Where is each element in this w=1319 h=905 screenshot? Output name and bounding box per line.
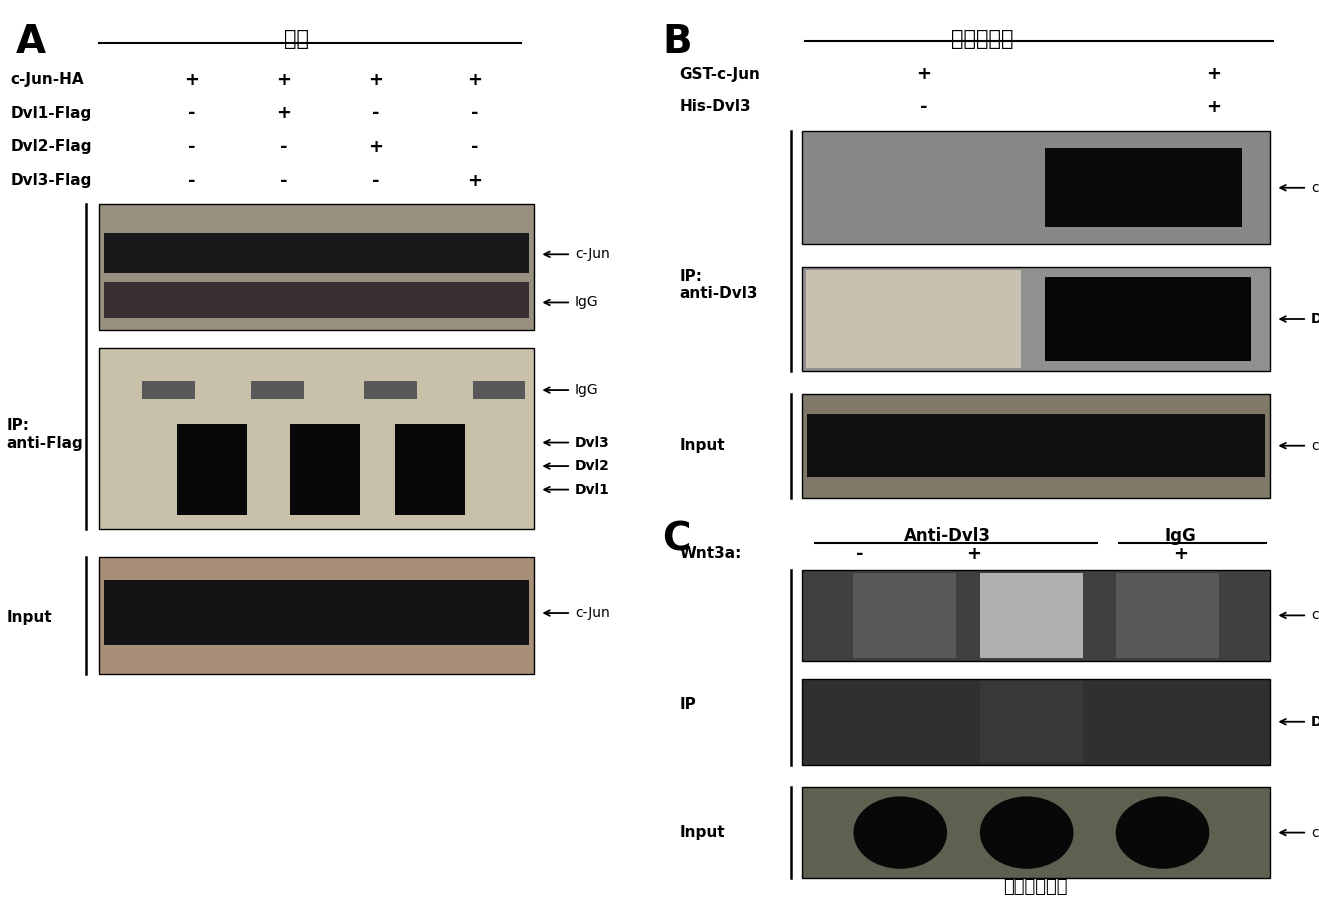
Bar xyxy=(802,394,1270,498)
Bar xyxy=(802,267,1270,371)
Text: 加入的蛋白: 加入的蛋白 xyxy=(951,29,1014,49)
Text: Dvl1-Flag: Dvl1-Flag xyxy=(11,106,92,120)
Bar xyxy=(980,681,1083,762)
Text: Dvl1: Dvl1 xyxy=(575,482,609,497)
Text: c-Jun: c-Jun xyxy=(575,247,609,262)
Text: +: + xyxy=(276,71,291,89)
Bar xyxy=(807,414,1265,477)
Text: 细胞核抽提物: 细胞核抽提物 xyxy=(1004,878,1067,896)
Bar xyxy=(99,557,534,674)
Text: +: + xyxy=(1206,65,1221,83)
Bar xyxy=(99,348,534,529)
Text: 转化: 转化 xyxy=(285,29,309,49)
Text: +: + xyxy=(1206,98,1221,116)
Text: IP:
anti-Dvl3: IP: anti-Dvl3 xyxy=(679,269,758,301)
Text: GST-c-Jun: GST-c-Jun xyxy=(679,67,760,81)
Text: Input: Input xyxy=(7,610,53,624)
Text: IP: IP xyxy=(679,697,696,711)
Text: -: - xyxy=(280,138,288,156)
Text: -: - xyxy=(280,172,288,190)
Bar xyxy=(802,570,1270,661)
Text: +: + xyxy=(276,104,291,122)
Text: Wnt3a:: Wnt3a: xyxy=(679,547,741,561)
Bar xyxy=(142,381,195,399)
Text: Input: Input xyxy=(679,438,725,452)
Text: -: - xyxy=(856,545,864,563)
Text: +: + xyxy=(368,71,384,89)
Text: -: - xyxy=(372,104,380,122)
Text: -: - xyxy=(372,172,380,190)
Text: IgG: IgG xyxy=(575,383,599,397)
Text: c-Jun: c-Jun xyxy=(1311,439,1319,452)
Text: -: - xyxy=(187,138,195,156)
Bar xyxy=(802,131,1270,244)
Text: -: - xyxy=(471,104,479,122)
Text: Anti-Dvl3: Anti-Dvl3 xyxy=(904,527,991,545)
Ellipse shape xyxy=(853,796,947,869)
Text: -: - xyxy=(187,172,195,190)
Text: Input: Input xyxy=(679,825,725,840)
Text: B: B xyxy=(662,23,691,61)
Bar xyxy=(104,282,529,318)
Text: +: + xyxy=(368,138,384,156)
Bar xyxy=(251,381,303,399)
Text: +: + xyxy=(183,71,199,89)
Bar xyxy=(802,679,1270,765)
Bar xyxy=(806,270,1021,368)
Bar xyxy=(364,381,417,399)
Text: Dvl3-Flag: Dvl3-Flag xyxy=(11,174,92,188)
Text: His-Dvl3: His-Dvl3 xyxy=(679,100,751,114)
Text: Dvl3: Dvl3 xyxy=(575,435,609,450)
Text: c-Jun-HA: c-Jun-HA xyxy=(11,72,84,87)
Bar xyxy=(853,573,956,658)
Text: c-Jun: c-Jun xyxy=(1311,181,1319,195)
Text: +: + xyxy=(467,71,483,89)
Bar xyxy=(1116,573,1219,658)
Text: C: C xyxy=(662,520,691,558)
Bar xyxy=(177,424,247,515)
Bar xyxy=(99,204,534,330)
Text: Dvl3: Dvl3 xyxy=(1311,715,1319,729)
Bar xyxy=(104,580,529,644)
Text: c-Jun: c-Jun xyxy=(575,606,609,620)
Bar xyxy=(1046,148,1242,227)
Text: c-Jun: c-Jun xyxy=(1311,608,1319,623)
Text: Dvl2-Flag: Dvl2-Flag xyxy=(11,139,92,154)
Text: Dvl3: Dvl3 xyxy=(1311,312,1319,326)
Bar xyxy=(802,787,1270,878)
Text: c-Jun: c-Jun xyxy=(1311,825,1319,840)
Text: IP:
anti-Flag: IP: anti-Flag xyxy=(7,418,83,451)
Text: -: - xyxy=(471,138,479,156)
Text: -: - xyxy=(187,104,195,122)
Text: Dvl2: Dvl2 xyxy=(575,459,609,473)
Text: -: - xyxy=(919,98,927,116)
Bar xyxy=(104,233,529,273)
Text: +: + xyxy=(915,65,931,83)
Text: IgG: IgG xyxy=(575,295,599,310)
Bar xyxy=(980,573,1083,658)
Bar xyxy=(394,424,464,515)
Text: +: + xyxy=(467,172,483,190)
Bar xyxy=(474,381,525,399)
Ellipse shape xyxy=(980,796,1074,869)
Bar xyxy=(1046,278,1252,361)
Bar xyxy=(290,424,360,515)
Ellipse shape xyxy=(1116,796,1210,869)
Text: IgG: IgG xyxy=(1165,527,1196,545)
Text: +: + xyxy=(1173,545,1188,563)
Text: A: A xyxy=(16,23,46,61)
Text: +: + xyxy=(966,545,981,563)
